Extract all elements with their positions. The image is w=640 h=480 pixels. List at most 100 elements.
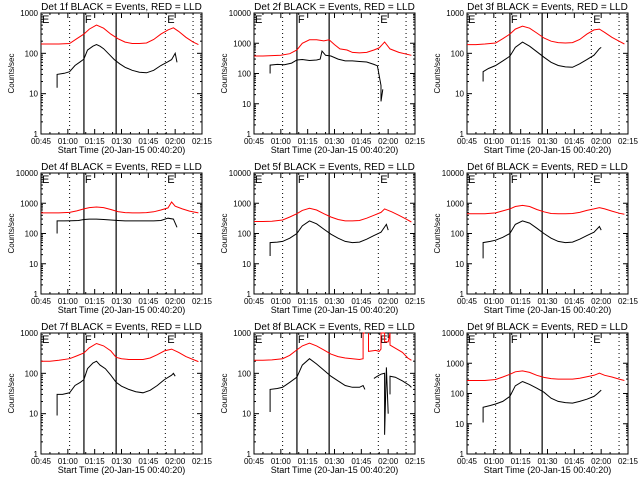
x-tick-label: 02:00: [165, 137, 186, 146]
x-tick-label: 02:15: [192, 137, 213, 146]
x-tick-label: 02:15: [405, 457, 426, 466]
x-tick-label: 00:45: [31, 137, 52, 146]
y-axis-label: Counts/sec: [433, 53, 442, 93]
marker-f: F: [298, 334, 305, 346]
plot-frame: [40, 172, 203, 295]
y-tick-label: 1000: [20, 329, 38, 338]
y-tick-label: 1: [34, 290, 39, 299]
panel-title: Det 4f BLACK = Events, RED = LLD: [41, 162, 202, 173]
y-tick-label: 10: [242, 100, 251, 109]
x-tick-label: 01:15: [85, 137, 106, 146]
y-tick-label: 10000: [229, 9, 252, 18]
x-tick-label: 01:30: [537, 297, 558, 306]
x-tick-label: 00:45: [244, 457, 265, 466]
y-tick-label: 10: [29, 260, 38, 269]
x-tick-label: 01:45: [351, 137, 372, 146]
x-tick-label: 00:45: [457, 137, 478, 146]
plot-frame: [253, 332, 416, 455]
marker-e: E: [42, 14, 49, 26]
x-axis-label: Start Time (20-Jan-15 00:40:20): [484, 465, 612, 475]
x-tick-label: 00:45: [244, 297, 265, 306]
panel-title: Det 1f BLACK = Events, RED = LLD: [41, 2, 202, 13]
y-tick-label: 100: [238, 230, 252, 239]
marker-e: E: [468, 334, 475, 346]
panel-det-8: Det 8f BLACK = Events, RED = LLD 1 10 100 10…: [220, 322, 426, 475]
y-tick-label: 10000: [229, 169, 252, 178]
x-tick-label: 01:30: [111, 297, 132, 306]
x-axis-label: Start Time (20-Jan-15 00:40:20): [271, 465, 399, 475]
events-series-line: [56, 360, 176, 416]
marker-e: E: [255, 174, 262, 186]
y-tick-label: 10: [455, 90, 464, 99]
marker-f: F: [85, 334, 92, 346]
marker-e: E: [593, 14, 600, 26]
panel-det-4: Det 4f BLACK = Events, RED = LLD 1 10 100 10…: [7, 162, 213, 315]
events-series-line: [482, 380, 602, 423]
x-tick-label: 02:00: [378, 457, 399, 466]
marker-e: E: [42, 174, 49, 186]
lld-series-line: [467, 204, 625, 215]
x-tick-label: 02:00: [591, 457, 612, 466]
lld-series-line: [41, 201, 199, 214]
marker-e: E: [468, 174, 475, 186]
y-tick-label: 10: [455, 260, 464, 269]
marker-f: F: [298, 14, 305, 26]
x-tick-label: 01:00: [271, 297, 292, 306]
x-tick-label: 01:30: [111, 457, 132, 466]
marker-e: E: [380, 334, 387, 346]
y-tick-label: 100: [238, 70, 252, 79]
x-tick-label: 01:15: [85, 297, 106, 306]
panel-title: Det 9f BLACK = Events, RED = LLD: [467, 322, 628, 333]
panel-title: Det 2f BLACK = Events, RED = LLD: [254, 2, 415, 13]
plot-frame: [253, 172, 416, 295]
y-tick-label: 10: [455, 420, 464, 429]
y-tick-label: 1000: [446, 199, 464, 208]
panel-det-5: Det 5f BLACK = Events, RED = LLD 1 10 100 10…: [220, 162, 426, 315]
lld-series-line: [254, 39, 412, 57]
events-series-line: [269, 50, 384, 102]
marker-f: F: [85, 14, 92, 26]
y-tick-label: 1000: [446, 359, 464, 368]
marker-e: E: [255, 334, 262, 346]
x-tick-label: 01:45: [138, 457, 159, 466]
y-tick-label: 1: [34, 450, 39, 459]
panel-title: Det 3f BLACK = Events, RED = LLD: [467, 2, 628, 13]
panel-det-1: Det 1f BLACK = Events, RED = LLD 1 10 100 10…: [7, 2, 213, 155]
y-tick-label: 10000: [442, 329, 465, 338]
x-axis-label: Start Time (20-Jan-15 00:40:20): [58, 145, 186, 155]
x-tick-label: 02:00: [591, 137, 612, 146]
x-tick-label: 02:00: [165, 457, 186, 466]
x-tick-label: 01:00: [484, 457, 505, 466]
y-tick-label: 100: [25, 369, 39, 378]
x-tick-label: 01:00: [484, 137, 505, 146]
marker-f: F: [298, 174, 305, 186]
x-tick-label: 02:15: [618, 457, 639, 466]
x-tick-label: 01:15: [511, 297, 532, 306]
marker-f: F: [85, 174, 92, 186]
x-axis-label: Start Time (20-Jan-15 00:40:20): [58, 305, 186, 315]
x-tick-label: 01:30: [324, 457, 345, 466]
events-series-line: [389, 375, 412, 395]
y-tick-label: 100: [25, 49, 39, 58]
x-tick-label: 01:30: [111, 137, 132, 146]
events-series-line: [482, 220, 602, 259]
x-tick-label: 00:45: [31, 297, 52, 306]
marker-e: E: [380, 14, 387, 26]
x-tick-label: 01:30: [324, 297, 345, 306]
x-tick-label: 01:00: [58, 137, 79, 146]
x-axis-label: Start Time (20-Jan-15 00:40:20): [58, 465, 186, 475]
panel-det-3: Det 3f BLACK = Events, RED = LLD 1 10 100 10…: [433, 2, 639, 155]
y-tick-label: 1: [247, 130, 252, 139]
x-axis-label: Start Time (20-Jan-15 00:40:20): [271, 305, 399, 315]
x-tick-label: 00:45: [457, 297, 478, 306]
x-tick-label: 01:00: [58, 457, 79, 466]
x-tick-label: 00:45: [244, 137, 265, 146]
x-tick-label: 01:15: [511, 137, 532, 146]
x-tick-label: 01:45: [351, 457, 372, 466]
x-tick-label: 00:45: [31, 457, 52, 466]
x-tick-label: 02:00: [165, 297, 186, 306]
x-tick-label: 01:45: [564, 137, 585, 146]
x-tick-label: 02:00: [591, 297, 612, 306]
panel-title: Det 8f BLACK = Events, RED = LLD: [254, 322, 415, 333]
